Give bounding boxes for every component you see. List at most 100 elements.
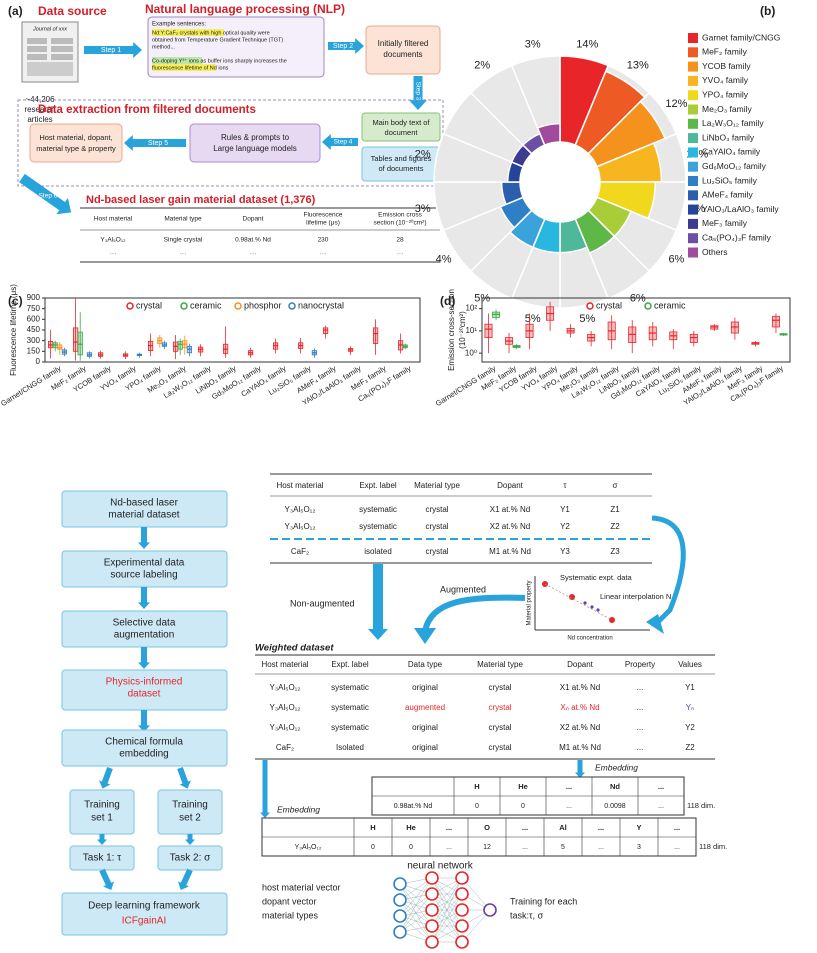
table-cell: isolated: [364, 547, 392, 556]
step-label: Step 3: [414, 82, 421, 101]
example-text: Co-doping Y³⁺ ions as buffer ions sharpl…: [152, 57, 287, 64]
embed-header: H: [370, 823, 375, 832]
legend-label: CaYAlO₄ family: [702, 147, 761, 157]
step-arrow: [328, 38, 364, 54]
box: [771, 315, 780, 328]
table-cell: systematic: [331, 683, 369, 692]
legend-marker: [644, 302, 652, 310]
box-text: documents: [383, 50, 422, 59]
y-tick-label: 900: [27, 293, 41, 302]
value-label: 2%: [474, 60, 490, 72]
table-header: Dopant: [243, 216, 264, 223]
step-label: Step 6: [39, 193, 58, 200]
legend-swatch: [688, 47, 698, 58]
flow-arrow: [138, 527, 150, 549]
journal-label: Journal of xxx: [32, 26, 67, 32]
flow-arrow: [177, 766, 191, 789]
inset-point: [596, 608, 600, 612]
framework-name: ICFgainAI: [122, 916, 166, 927]
legend-swatch: [688, 233, 698, 244]
plot-frame: [481, 297, 791, 363]
table-cell: Y₃Al₅O₁₂: [270, 723, 301, 732]
example-heading: Example sentences:: [152, 22, 206, 28]
table-cell: crystal: [488, 723, 511, 732]
embed-cell: 0: [521, 803, 525, 810]
flow-arrow: [185, 834, 195, 845]
table-cell: CaF₂: [276, 743, 294, 752]
highlight: [152, 29, 224, 36]
embed-cell: 0.98at.% Nd: [394, 803, 433, 810]
main-body-box: [361, 112, 441, 142]
table-cell: original: [412, 743, 438, 752]
value-label: 3%: [525, 39, 541, 51]
table-cell: 0.98at.% Nd: [235, 237, 271, 244]
filtered-box: [365, 25, 441, 75]
y-tick-label: 0: [36, 357, 41, 366]
framework-text: Deep learning framework: [88, 901, 201, 912]
flow-arrow: [99, 766, 113, 789]
table-header: Values: [678, 660, 702, 669]
table-header: Host material: [276, 481, 323, 490]
embed-header: ...: [658, 782, 664, 791]
legend-swatch: [688, 33, 698, 43]
legend-marker: [180, 302, 188, 310]
y-axis-label: (10⁻²⁰cm²): [458, 311, 467, 349]
embed-header: Nd: [610, 782, 620, 791]
example-text: fluorescence lifetime of Nd ions: [152, 65, 229, 71]
legend-label: Lu₂SiO₅ family: [702, 175, 758, 185]
table-cell: Y1: [560, 505, 570, 514]
table-cell: ···: [180, 251, 187, 258]
table-cell: CaF₂: [291, 547, 309, 556]
section-title: Nd-based laser gain material dataset (1,…: [86, 194, 316, 206]
legend-label: Others: [702, 247, 728, 257]
arrow-label: Non-augmented: [290, 598, 355, 608]
table-cell: Yₙ: [686, 703, 695, 712]
table-cell: ...: [637, 703, 644, 712]
nn-edge: [399, 893, 433, 933]
table-header: Dopant: [497, 481, 524, 490]
step-label: Step 5: [148, 140, 168, 147]
legend-marker: [234, 302, 242, 310]
nn-node: [393, 909, 407, 923]
embed-arrow: [260, 760, 270, 818]
embed-cell: Y₃Al₅O₁₂: [294, 844, 321, 851]
flow-text: augmentation: [114, 630, 175, 641]
table-cell: crystal: [488, 703, 511, 712]
articles-count: research: [24, 105, 55, 114]
flow-text: embedding: [119, 749, 168, 760]
panel-label: (a): [8, 4, 23, 18]
y-tick-label: 750: [27, 304, 41, 313]
legend-label: YPO₄ family: [702, 89, 749, 99]
table-cell: Y3: [560, 547, 570, 556]
box: [484, 323, 493, 338]
nn-node: [425, 903, 439, 917]
nn-edge: [431, 877, 463, 911]
nn-edge: [461, 909, 491, 943]
box: [77, 331, 83, 356]
legend-label: nanocrystal: [298, 300, 344, 310]
example-text: method...: [152, 44, 175, 50]
embed-header: He: [518, 782, 528, 791]
table-cell: ...: [637, 723, 644, 732]
section-title: Data extraction from filtered documents: [38, 104, 256, 116]
table-cell: X2 at.% Nd: [490, 522, 530, 531]
table-cell: Y₃Al₅O₁₂: [100, 237, 126, 244]
y-tick-label: 600: [27, 314, 41, 323]
training-text: set 2: [179, 813, 201, 824]
arrow-head: [414, 628, 436, 644]
inset-text: Systematic expt. data: [560, 573, 633, 582]
embed-cell: ...: [446, 844, 452, 851]
value-label: 13%: [627, 60, 649, 72]
table-cell: ...: [637, 683, 644, 692]
table-cell: Y₃Al₅O₁₂: [270, 703, 301, 712]
embed-header: ...: [522, 823, 528, 832]
legend-label: MeF₃ family: [702, 218, 748, 228]
step-label: Step 1: [101, 47, 121, 54]
box-text: Large language models: [213, 144, 297, 153]
flow-arrow: [138, 710, 150, 732]
embed-cell: ...: [566, 803, 572, 810]
nn-edge: [399, 877, 433, 933]
box-text: of documents: [378, 164, 423, 173]
legend-label: ceramic: [654, 300, 686, 310]
legend-label: YVO₄ family: [702, 75, 749, 85]
